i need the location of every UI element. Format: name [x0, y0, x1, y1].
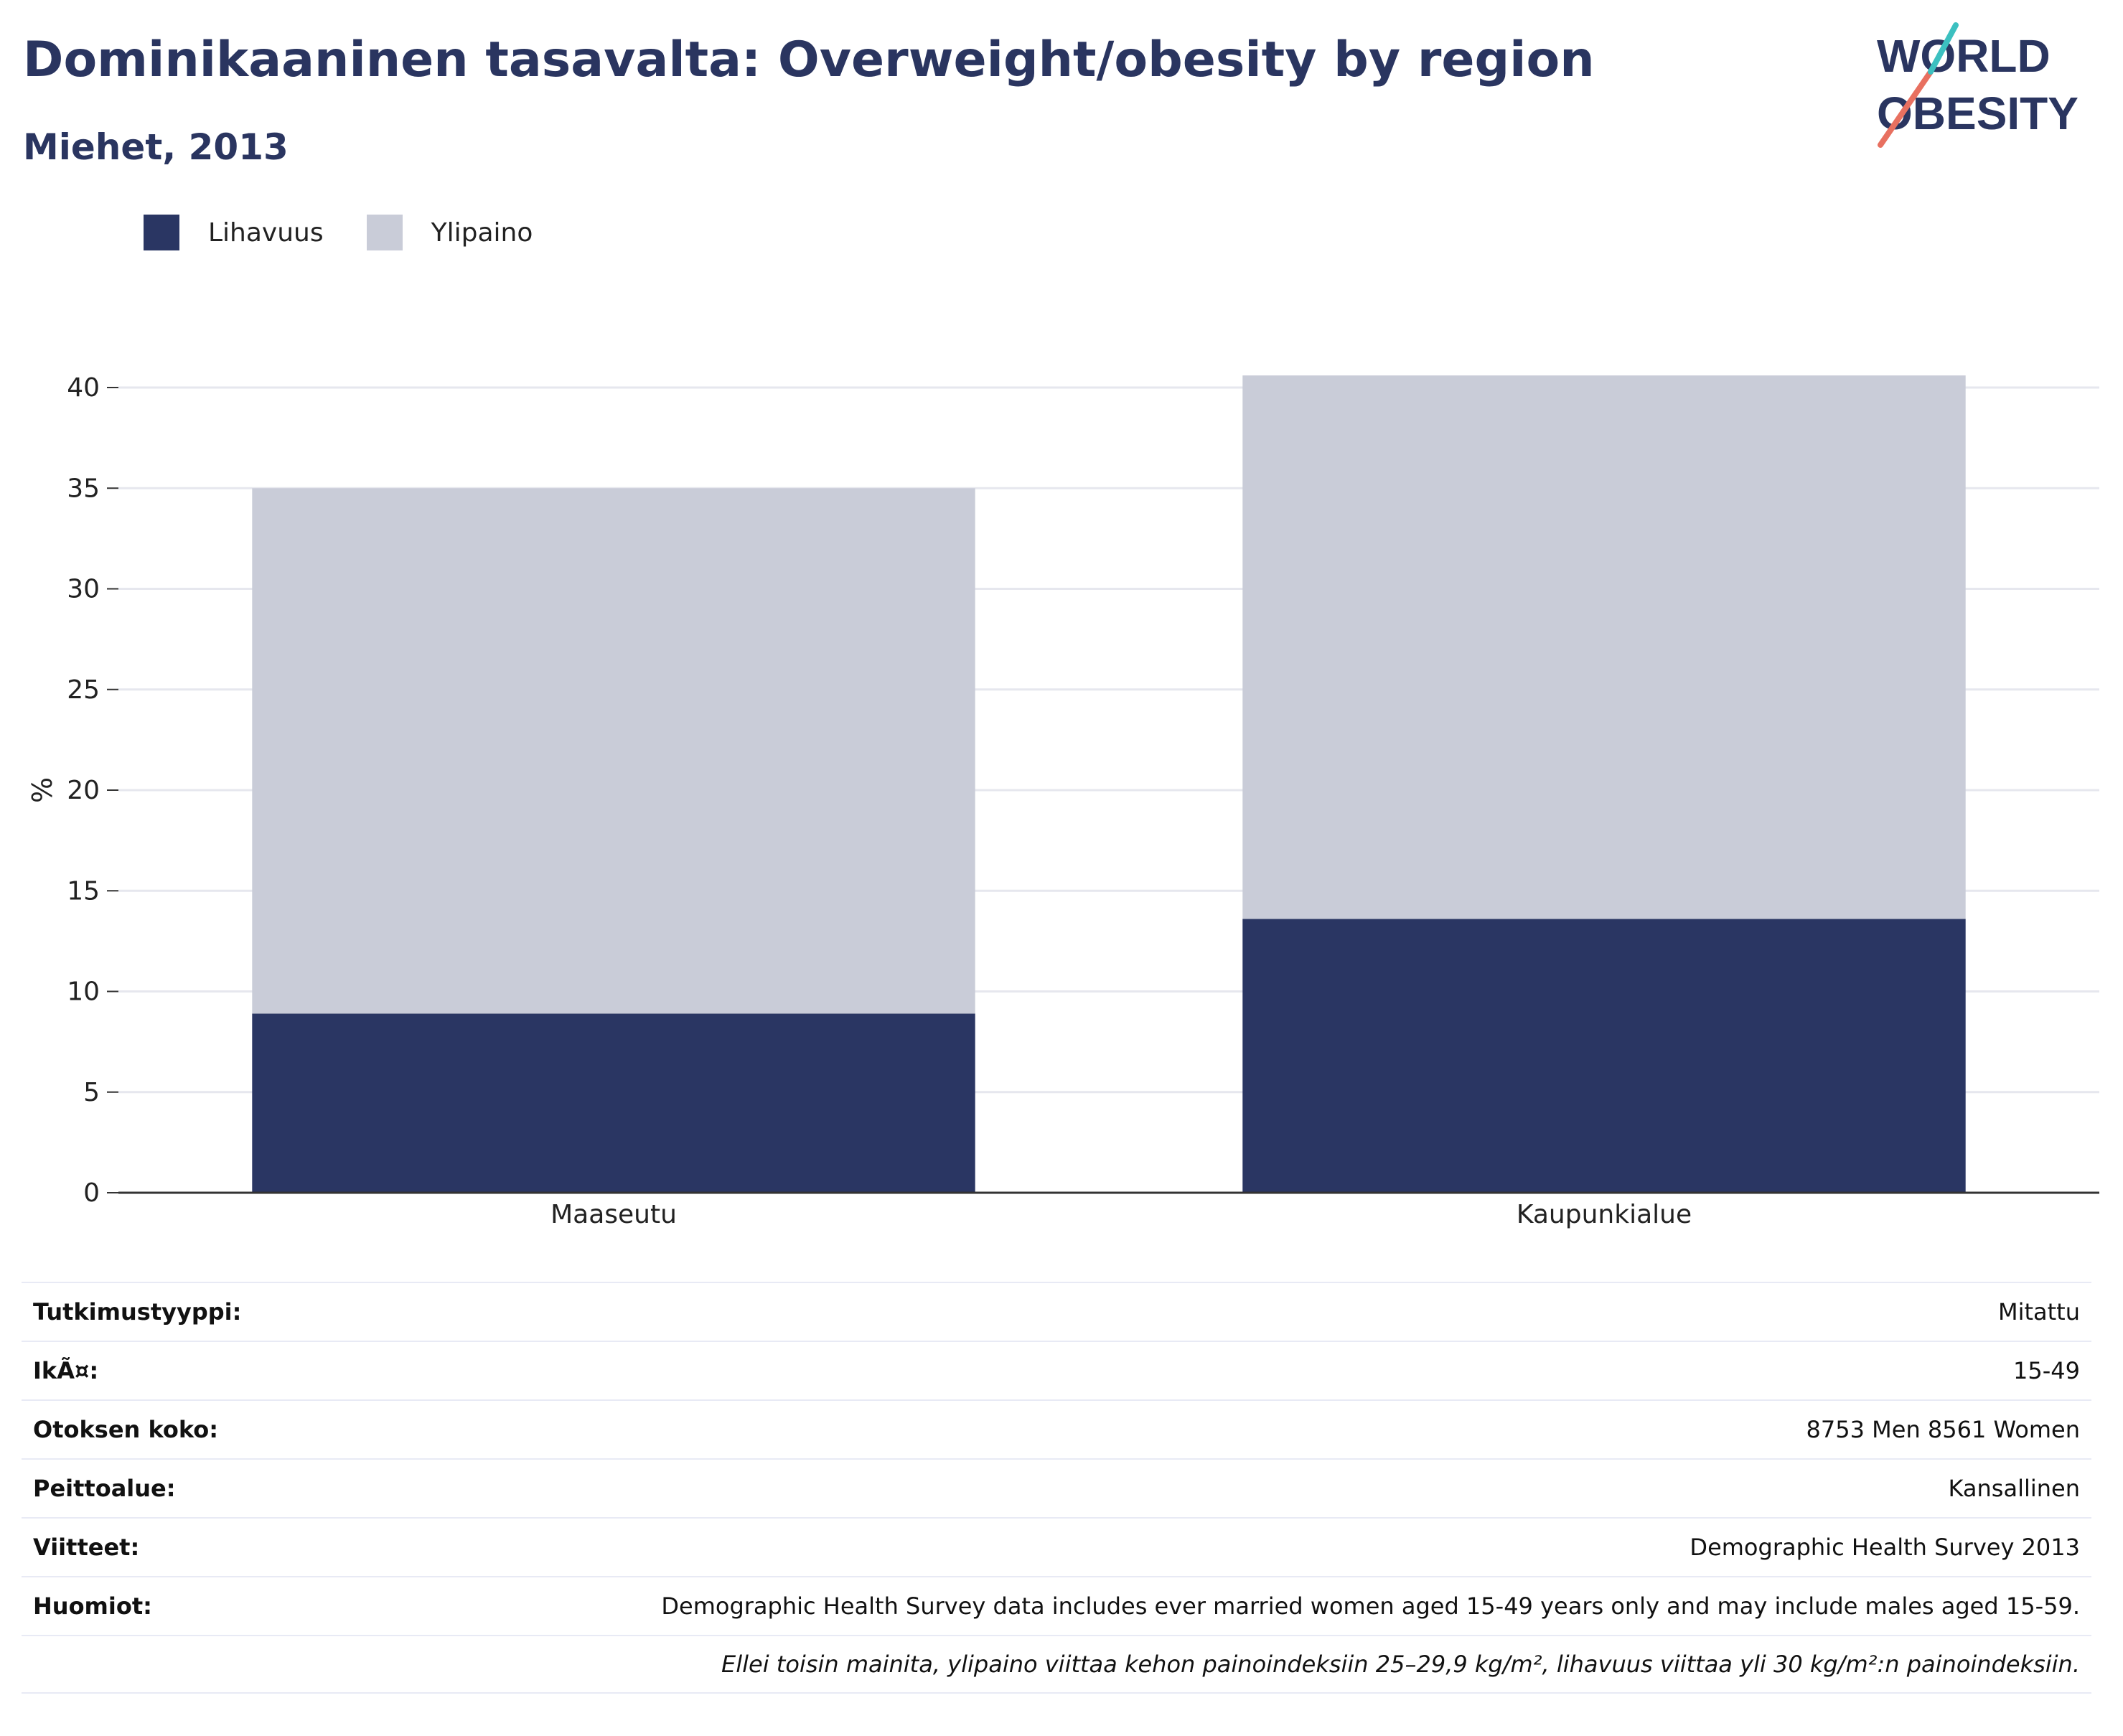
y-tick-label: 20	[67, 776, 100, 805]
y-tick-label: 40	[67, 373, 100, 403]
meta-row-study-type: Tutkimustyyppi: Mitattu	[22, 1282, 2091, 1341]
meta-value: Demographic Health Survey 2013	[1690, 1534, 2080, 1561]
y-tick-label: 25	[67, 675, 100, 705]
y-tick-label: 35	[67, 474, 100, 503]
bar-lihavuus-kaupunkialue	[1242, 919, 1966, 1193]
meta-label: Viitteet:	[33, 1534, 140, 1561]
meta-label: Peittoalue:	[33, 1475, 176, 1502]
y-tick-label: 10	[67, 977, 100, 1007]
bar-lihavuus-maaseutu	[252, 1013, 975, 1193]
bar-ylipaino-maaseutu	[252, 488, 975, 1014]
legend-label-lihavuus: Lihavuus	[208, 217, 324, 248]
metadata-table: Tutkimustyyppi: Mitattu IkÃ¤: 15-49 Otok…	[22, 1282, 2091, 1694]
legend-label-ylipaino: Ylipaino	[431, 217, 533, 248]
meta-row-age: IkÃ¤: 15-49	[22, 1341, 2091, 1399]
y-tick-label: 0	[83, 1178, 100, 1208]
y-tick-label: 30	[67, 575, 100, 604]
meta-value: Mitattu	[1997, 1298, 2080, 1326]
chart-subtitle: Miehet, 2013	[23, 126, 289, 168]
meta-row-notes: Huomiot: Demographic Health Survey data …	[22, 1576, 2091, 1635]
world-obesity-logo: WORLD OBESITY	[1877, 22, 2079, 148]
bar-ylipaino-kaupunkialue	[1242, 375, 1966, 919]
definition-note: Ellei toisin mainita, ylipaino viittaa k…	[721, 1651, 2080, 1678]
meta-label: Tutkimustyyppi:	[33, 1298, 242, 1326]
meta-row-references: Viitteet: Demographic Health Survey 2013	[22, 1517, 2091, 1576]
meta-label: Huomiot:	[33, 1592, 152, 1620]
y-axis-label: %	[27, 777, 58, 803]
x-tick-label: Kaupunkialue	[1517, 1200, 1692, 1229]
meta-row-coverage: Peittoalue: Kansallinen	[22, 1458, 2091, 1517]
y-tick-label: 15	[67, 876, 100, 906]
meta-value: Demographic Health Survey data includes …	[661, 1592, 2080, 1620]
meta-value: 8753 Men 8561 Women	[1806, 1416, 2080, 1443]
legend-item-ylipaino: Ylipaino	[366, 215, 533, 250]
legend-swatch-lihavuus	[144, 215, 179, 250]
meta-value: 15-49	[2013, 1357, 2080, 1384]
meta-label: IkÃ¤:	[33, 1357, 99, 1384]
svg-text:WORLD: WORLD	[1877, 30, 2051, 82]
bar-chart: 0 5 10 15 20 25 30 35 40 Maaseutu Kaupunkialue%	[27, 373, 2099, 1229]
chart-title: Dominikaaninen tasavalta: Overweight/obe…	[23, 32, 1595, 88]
chart-legend: Lihavuus Ylipaino	[144, 214, 576, 251]
y-tick-label: 5	[83, 1078, 100, 1107]
meta-label: Otoksen koko:	[33, 1416, 219, 1443]
legend-item-lihavuus: Lihavuus	[144, 215, 324, 250]
legend-swatch-ylipaino	[366, 215, 403, 250]
meta-value: Kansallinen	[1948, 1475, 2080, 1502]
meta-row-sample-size: Otoksen koko: 8753 Men 8561 Women	[22, 1399, 2091, 1458]
x-tick-label: Maaseutu	[550, 1200, 677, 1229]
meta-row-definition-note: Ellei toisin mainita, ylipaino viittaa k…	[22, 1635, 2091, 1694]
